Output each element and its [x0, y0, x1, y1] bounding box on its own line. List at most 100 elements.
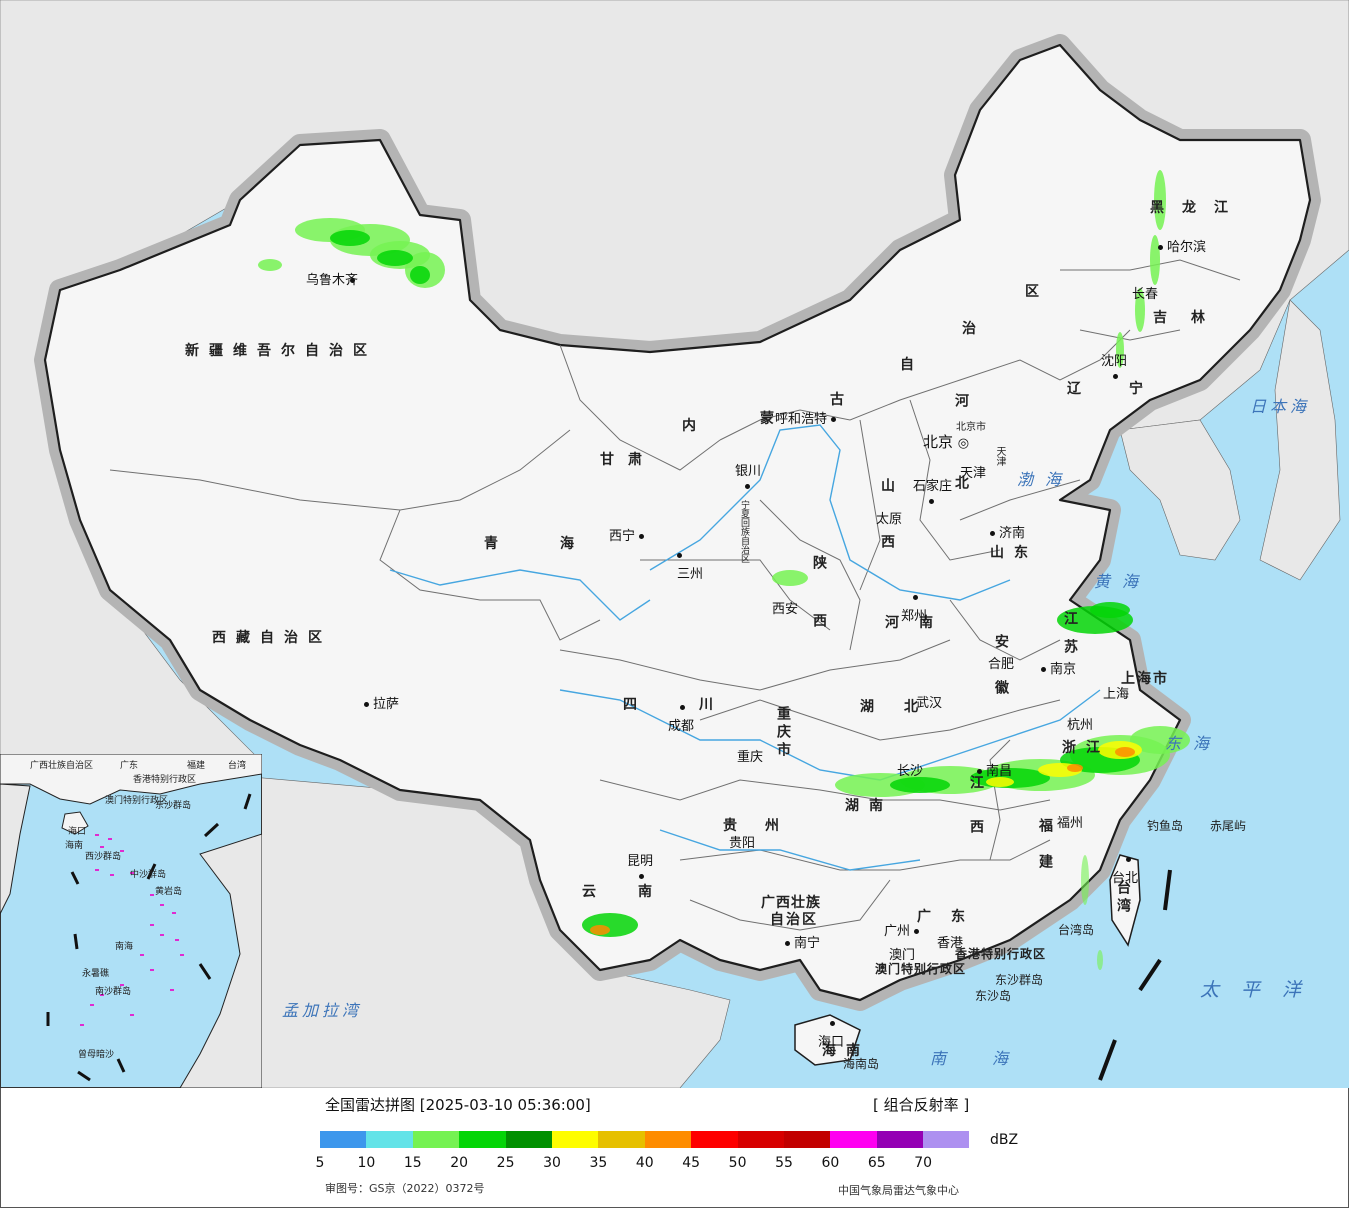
province-qinghai: 青海	[484, 536, 636, 552]
reef-mark	[100, 994, 104, 996]
legend-product: [ 组合反射率 ]	[873, 1096, 970, 1114]
reef-mark	[90, 1004, 94, 1006]
province-yunnan: 云南	[582, 884, 694, 900]
inset-label: 广西壮族自治区	[30, 761, 94, 771]
reef-mark	[172, 912, 176, 914]
color-scale-tick: 20	[450, 1155, 469, 1171]
island-dongsha: 东沙岛	[975, 989, 1012, 1003]
province-jiangsu: 江苏	[1062, 611, 1078, 667]
color-scale-tick: 50	[728, 1155, 747, 1171]
city-chongqing: 重庆	[737, 750, 764, 765]
province-jilin: 吉林	[1153, 310, 1229, 326]
sea-donghai: 东海	[1165, 734, 1222, 753]
city-shanghai: 上海	[1103, 687, 1130, 702]
color-scale-tick: 10	[357, 1155, 376, 1171]
neighbor-japan	[1259, 299, 1341, 581]
city-hangzhou: 杭州	[1067, 718, 1094, 733]
taiwan-island-shape	[1109, 854, 1141, 947]
city-hefei: 合肥	[988, 657, 1015, 672]
radar-echo	[1154, 170, 1166, 230]
radar-echo	[772, 570, 808, 586]
province-hainan: 海南	[822, 1043, 870, 1059]
color-scale-segment	[320, 1131, 367, 1148]
reef-mark	[120, 850, 124, 852]
radar-echo	[1097, 950, 1103, 970]
province-neimenggu-2: 蒙	[760, 411, 784, 427]
city-haikou: 海口	[818, 1016, 844, 1050]
radar-echo	[1150, 235, 1160, 285]
legend-title: 全国雷达拼图 [2025-03-10 05:36:00]	[325, 1096, 591, 1114]
province-hunan: 湖南	[845, 798, 893, 814]
island-dongsha-group: 东沙群岛	[995, 973, 1044, 987]
province-shanxi: 山西	[879, 478, 895, 590]
color-scale-tick: 45	[682, 1155, 701, 1171]
province-sichuan: 四川	[623, 697, 775, 713]
city-macao: 澳门	[889, 948, 916, 963]
inset-label: 广东	[120, 761, 139, 771]
color-scale-segment	[876, 1131, 924, 1148]
inset-label: 中沙群岛	[130, 870, 167, 880]
radar-echo	[986, 777, 1014, 787]
province-hubei: 湖北	[860, 699, 948, 715]
city-xining: 西宁	[609, 525, 648, 544]
color-scale-segment	[366, 1131, 413, 1148]
color-scale-bar	[320, 1131, 970, 1148]
province-neimenggu-1: 内	[682, 418, 706, 434]
reef-mark	[175, 939, 179, 941]
color-scale-segment	[551, 1131, 599, 1148]
province-gansu: 甘肃	[600, 452, 656, 468]
neighbor-korea	[1119, 419, 1241, 561]
city-fuzhou: 福州	[1057, 816, 1084, 831]
rivers	[389, 424, 1101, 871]
color-scale-tick: 5	[315, 1155, 325, 1171]
province-guangdong: 广东	[917, 909, 985, 925]
city-nanjing: 南京	[1041, 658, 1076, 677]
province-heilongjiang: 黑龙江	[1150, 200, 1246, 216]
city-nanning: 南宁	[785, 932, 820, 951]
color-scale-segment	[644, 1131, 692, 1148]
color-scale-tick: 35	[589, 1155, 608, 1171]
reef-mark	[150, 894, 154, 896]
city-jinan: 济南	[990, 522, 1025, 541]
city-nanchang: 南昌	[977, 760, 1012, 779]
islands-land	[794, 854, 1141, 1066]
data-source: 中国气象局雷达气象中心	[838, 1184, 959, 1197]
province-neimenggu-3: 古	[830, 392, 854, 408]
city-tianjinshi: 天津	[994, 446, 1005, 466]
reef-mark	[100, 846, 104, 848]
province-hongkong: 香港特别行政区	[955, 947, 1047, 961]
reef-mark	[130, 872, 134, 874]
color-scale-segment	[459, 1131, 506, 1148]
city-kunming: 昆明	[627, 850, 653, 884]
inset-label: 南沙群岛	[95, 987, 132, 997]
province-shaanxi: 陕西	[811, 555, 827, 671]
city-changsha: 长沙	[897, 764, 924, 779]
radar-echo	[1135, 288, 1145, 332]
color-scale-segment	[830, 1131, 877, 1148]
city-beijingshi: 北京市	[956, 422, 986, 433]
province-guizhou: 贵州	[723, 818, 807, 834]
city-lhasa: 拉萨	[364, 693, 399, 712]
reef-mark	[140, 954, 144, 956]
hainan-island-shape	[794, 1014, 861, 1066]
sea-nanhai: 南海	[930, 1049, 1055, 1068]
reef-mark	[108, 838, 112, 840]
city-hohhot: 呼和浩特	[775, 408, 840, 427]
south-china-sea-inset[interactable]	[0, 754, 262, 1088]
city-yinchuan: 银川	[735, 460, 761, 494]
reef-mark	[130, 1014, 134, 1016]
map-approval-number: 审图号：GS京（2022）0372号	[325, 1182, 485, 1195]
color-scale-tick: 55	[775, 1155, 793, 1171]
radar-echo	[410, 266, 430, 284]
province-neimenggu-5: 治	[962, 321, 986, 337]
province-chongqing: 重庆市	[775, 706, 791, 760]
city-hongkong: 香港	[937, 936, 964, 951]
reef-mark	[160, 934, 164, 936]
inset-label: 海口	[68, 827, 87, 837]
province-macao: 澳门特别行政区	[875, 962, 967, 976]
island-taiwan: 台湾岛	[1058, 923, 1095, 937]
radar-echo	[330, 230, 370, 246]
city-zhengzhou: 郑州	[901, 590, 927, 624]
province-taiwan: 台湾	[1115, 880, 1131, 916]
province-fujian: 福建	[1037, 818, 1053, 890]
